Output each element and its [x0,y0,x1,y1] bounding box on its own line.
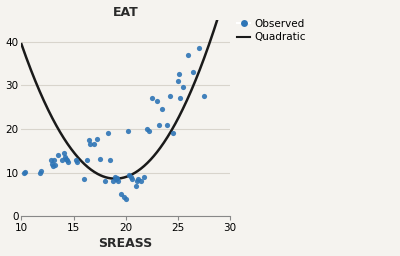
Point [93,136,100,141]
Point [86,138,92,142]
Point [133,184,139,188]
Point [115,178,122,183]
Point [117,193,124,197]
Point [105,131,111,135]
Point [176,72,182,76]
Point [74,160,80,164]
Point [102,179,108,184]
Point [128,175,134,179]
Point [64,157,70,162]
Legend: Observed, Quadratic: Observed, Quadratic [237,19,306,42]
Point [38,169,44,173]
Point [52,163,58,167]
Point [72,158,79,163]
Point [129,177,135,181]
Point [124,129,131,133]
Point [65,160,72,164]
Point [164,123,171,127]
Point [91,142,98,146]
Point [138,179,144,184]
Point [110,179,116,184]
Point [48,157,54,162]
Point [113,177,120,181]
Point [21,170,28,174]
Point [107,157,113,162]
Point [61,151,68,155]
Point [50,164,56,168]
Point [190,70,197,74]
Point [87,142,94,146]
Point [112,175,118,179]
Point [20,170,27,175]
Point [62,155,68,159]
Point [48,162,55,166]
Point [143,127,150,131]
Point [134,179,140,184]
Point [170,131,176,135]
Point [120,195,127,199]
Point [166,94,173,98]
Title: EAT: EAT [113,6,138,18]
Point [141,175,148,179]
Point [59,157,65,162]
Point [135,177,142,181]
Point [175,79,181,83]
Point [81,177,87,181]
Point [122,197,129,201]
Point [180,86,186,90]
Point [84,157,90,162]
Point [55,153,61,157]
Point [148,96,155,100]
Point [50,158,57,163]
Point [146,129,152,133]
Point [156,123,162,127]
Point [37,170,44,175]
Point [114,176,120,180]
Point [201,94,207,98]
Point [196,46,202,50]
Point [63,157,70,161]
Point [177,96,183,100]
Point [185,53,192,57]
Point [96,157,103,161]
Point [159,107,166,111]
Point [154,99,160,103]
X-axis label: SREASS: SREASS [98,238,153,250]
Point [126,173,132,177]
